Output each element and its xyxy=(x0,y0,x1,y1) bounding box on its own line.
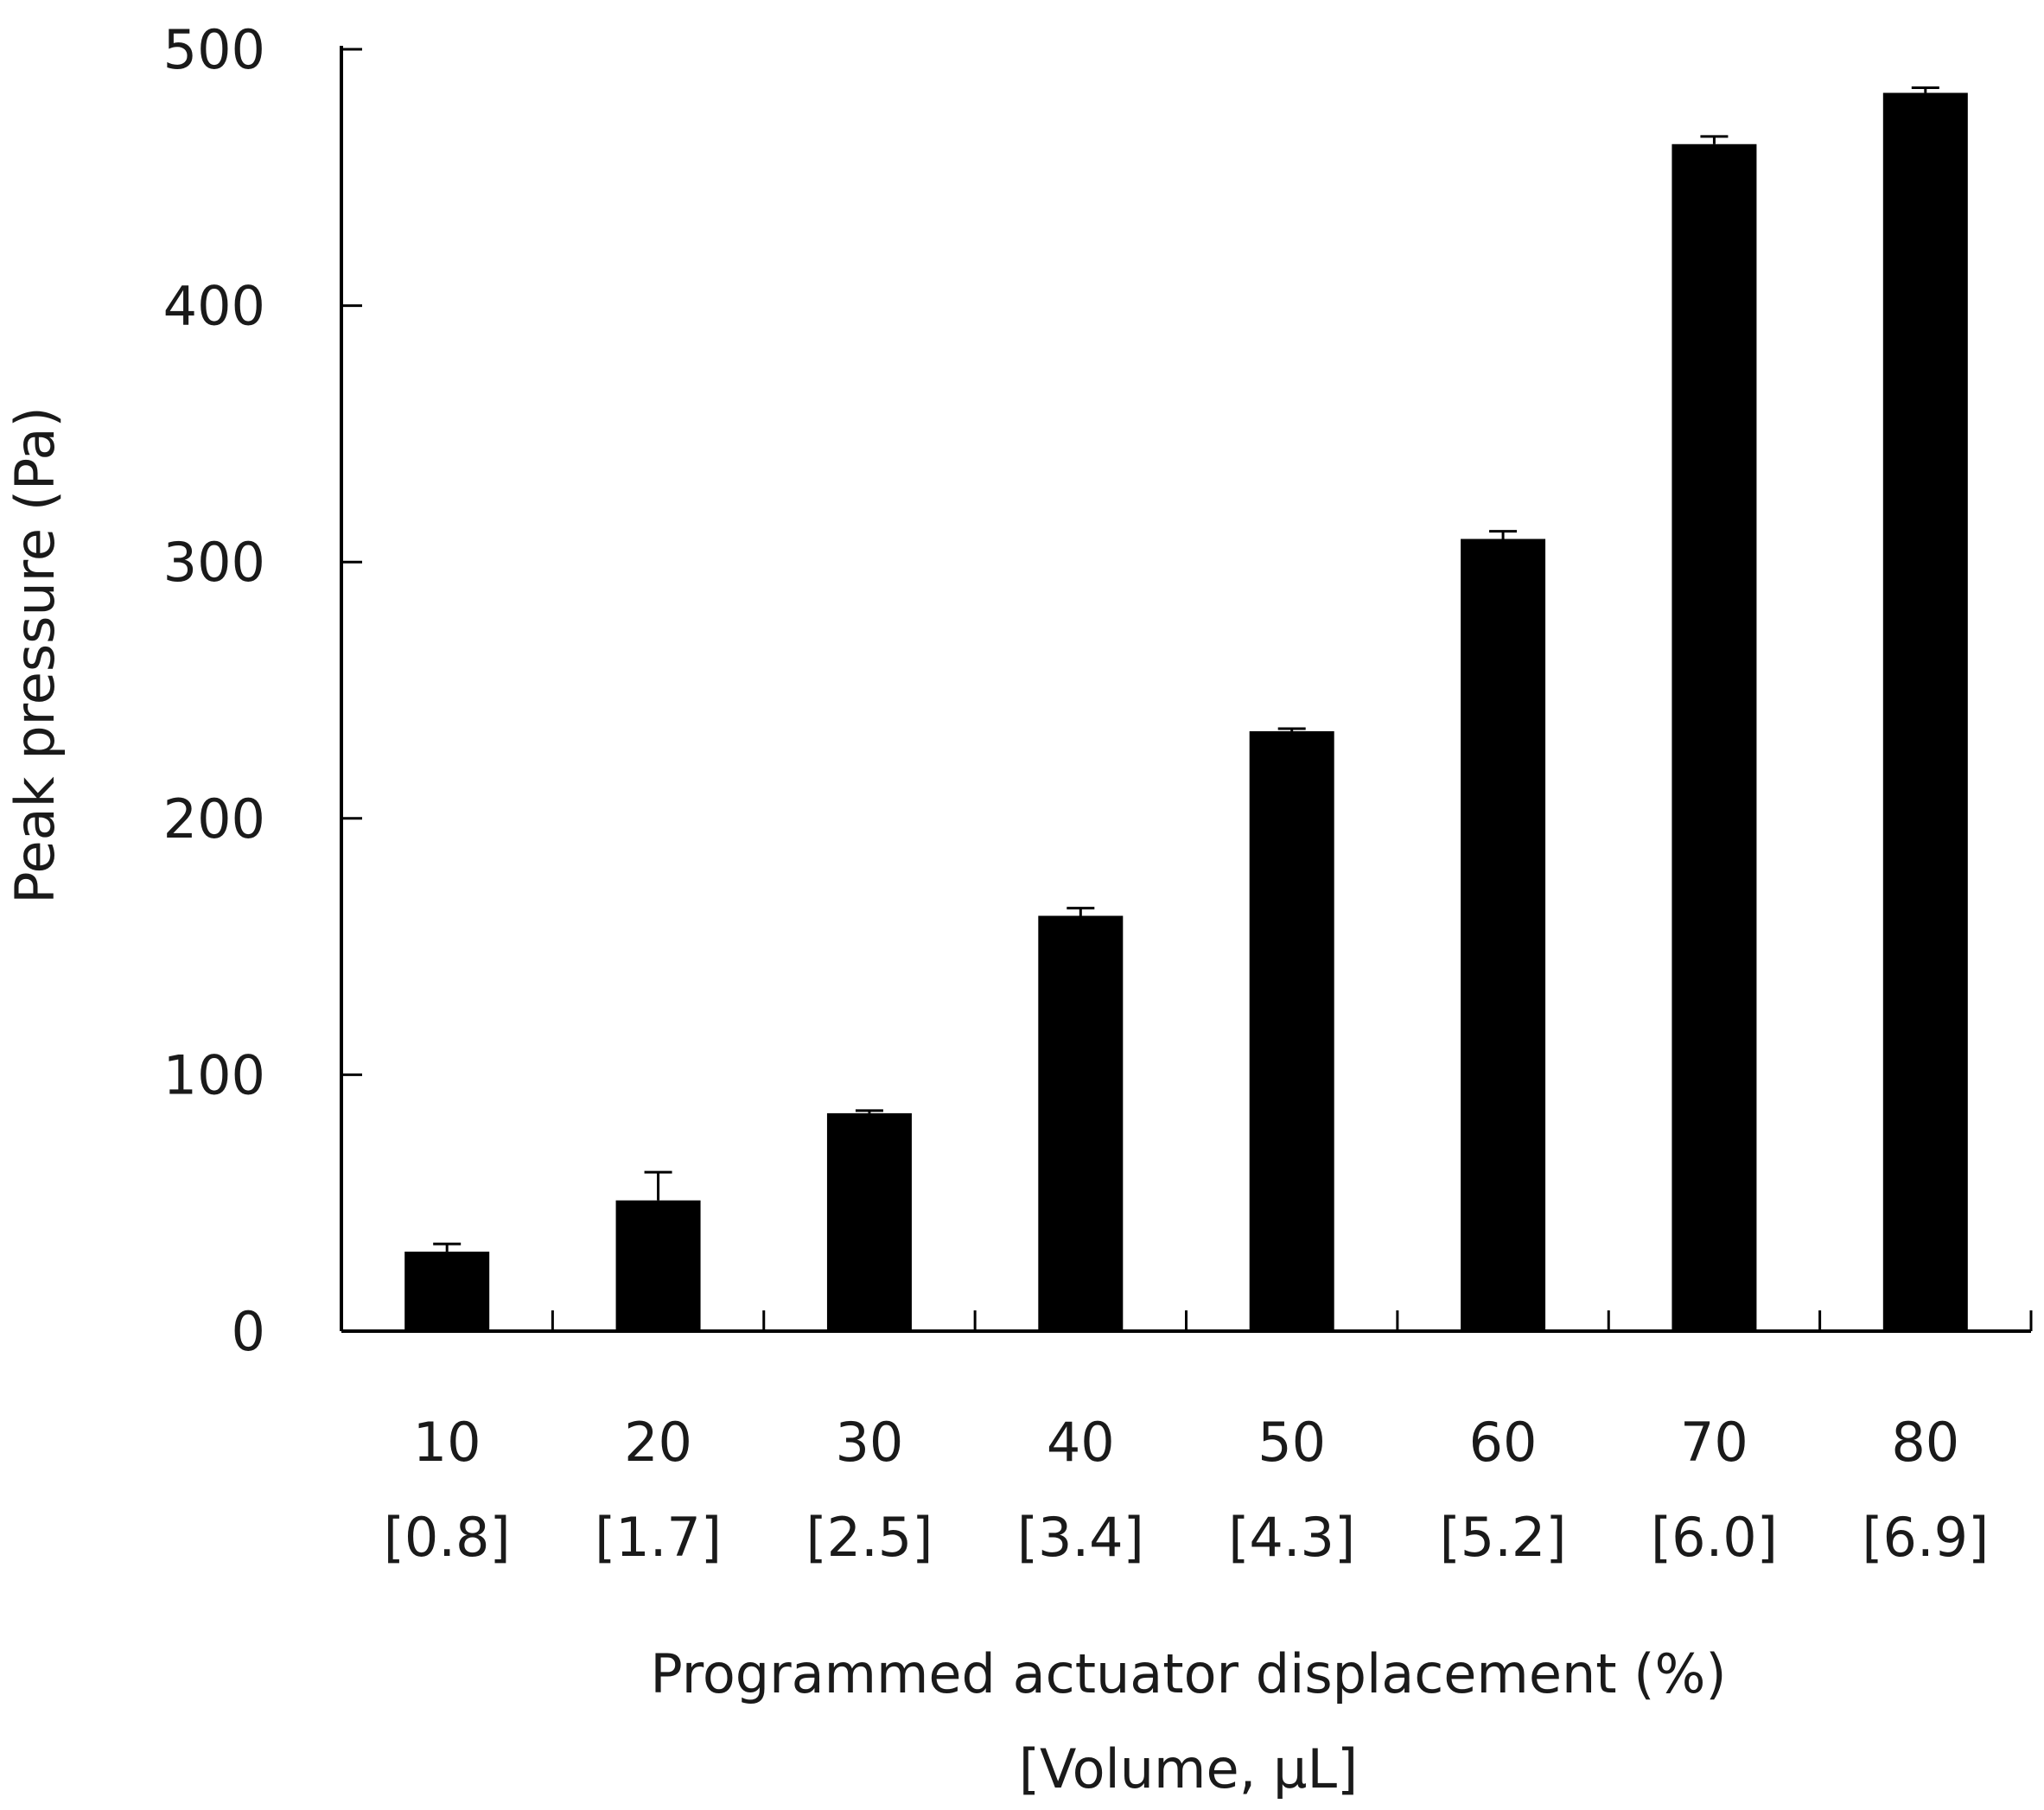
bar xyxy=(1882,92,1968,1331)
x-tick-label: 40 xyxy=(1047,1411,1115,1474)
y-tick-label: 200 xyxy=(163,787,265,851)
y-tick-label: 0 xyxy=(232,1300,265,1363)
x-tick-label: 50 xyxy=(1258,1411,1326,1474)
y-axis-label: Peak pressure (Pa) xyxy=(3,406,67,903)
x-tick-label: 60 xyxy=(1469,1411,1538,1474)
bar xyxy=(826,1112,912,1331)
x-tick-sublabel: [6.9] xyxy=(1862,1506,1989,1569)
x-axis-label-unit: [Volume, µL] xyxy=(1019,1737,1358,1800)
x-tick-sublabel: [5.2] xyxy=(1440,1506,1567,1569)
x-tick-label: 30 xyxy=(835,1411,903,1474)
y-tick-label: 400 xyxy=(163,275,265,338)
x-tick-sublabel: [6.0] xyxy=(1651,1506,1778,1569)
axes xyxy=(340,46,2033,1333)
bars xyxy=(404,92,1968,1332)
x-tick-labels: 10 [0.8] 20 [1.7] 30 [2.5] 40 [3.4] 50 [4.3] 60 [5.… xyxy=(384,1411,1990,1569)
x-tick-label: 70 xyxy=(1680,1411,1748,1474)
x-tick-sublabel: [3.4] xyxy=(1017,1506,1144,1569)
x-tick-label: 80 xyxy=(1891,1411,1959,1474)
x-tick-sublabel: [2.5] xyxy=(806,1506,933,1569)
bar xyxy=(1249,730,1334,1331)
bar xyxy=(1671,143,1757,1332)
x-tick-label: 10 xyxy=(413,1411,481,1474)
x-tick-sublabel: [4.3] xyxy=(1228,1506,1355,1569)
bar xyxy=(615,1200,701,1331)
bar xyxy=(404,1252,490,1331)
x-tick-label: 20 xyxy=(624,1411,692,1474)
x-tick-sublabel: [1.7] xyxy=(595,1506,722,1569)
y-tick-label: 100 xyxy=(163,1043,265,1106)
error-bars xyxy=(433,86,1939,1252)
x-tick-sublabel: [0.8] xyxy=(384,1506,511,1569)
bar xyxy=(1038,915,1124,1331)
bar xyxy=(1461,539,1546,1331)
x-axis-label: Programmed actuator displacement (%) xyxy=(650,1642,1726,1705)
y-tick-labels: 0 100 200 300 400 500 xyxy=(163,18,265,1363)
y-tick-label: 500 xyxy=(163,18,265,81)
y-tick-label: 300 xyxy=(163,531,265,594)
